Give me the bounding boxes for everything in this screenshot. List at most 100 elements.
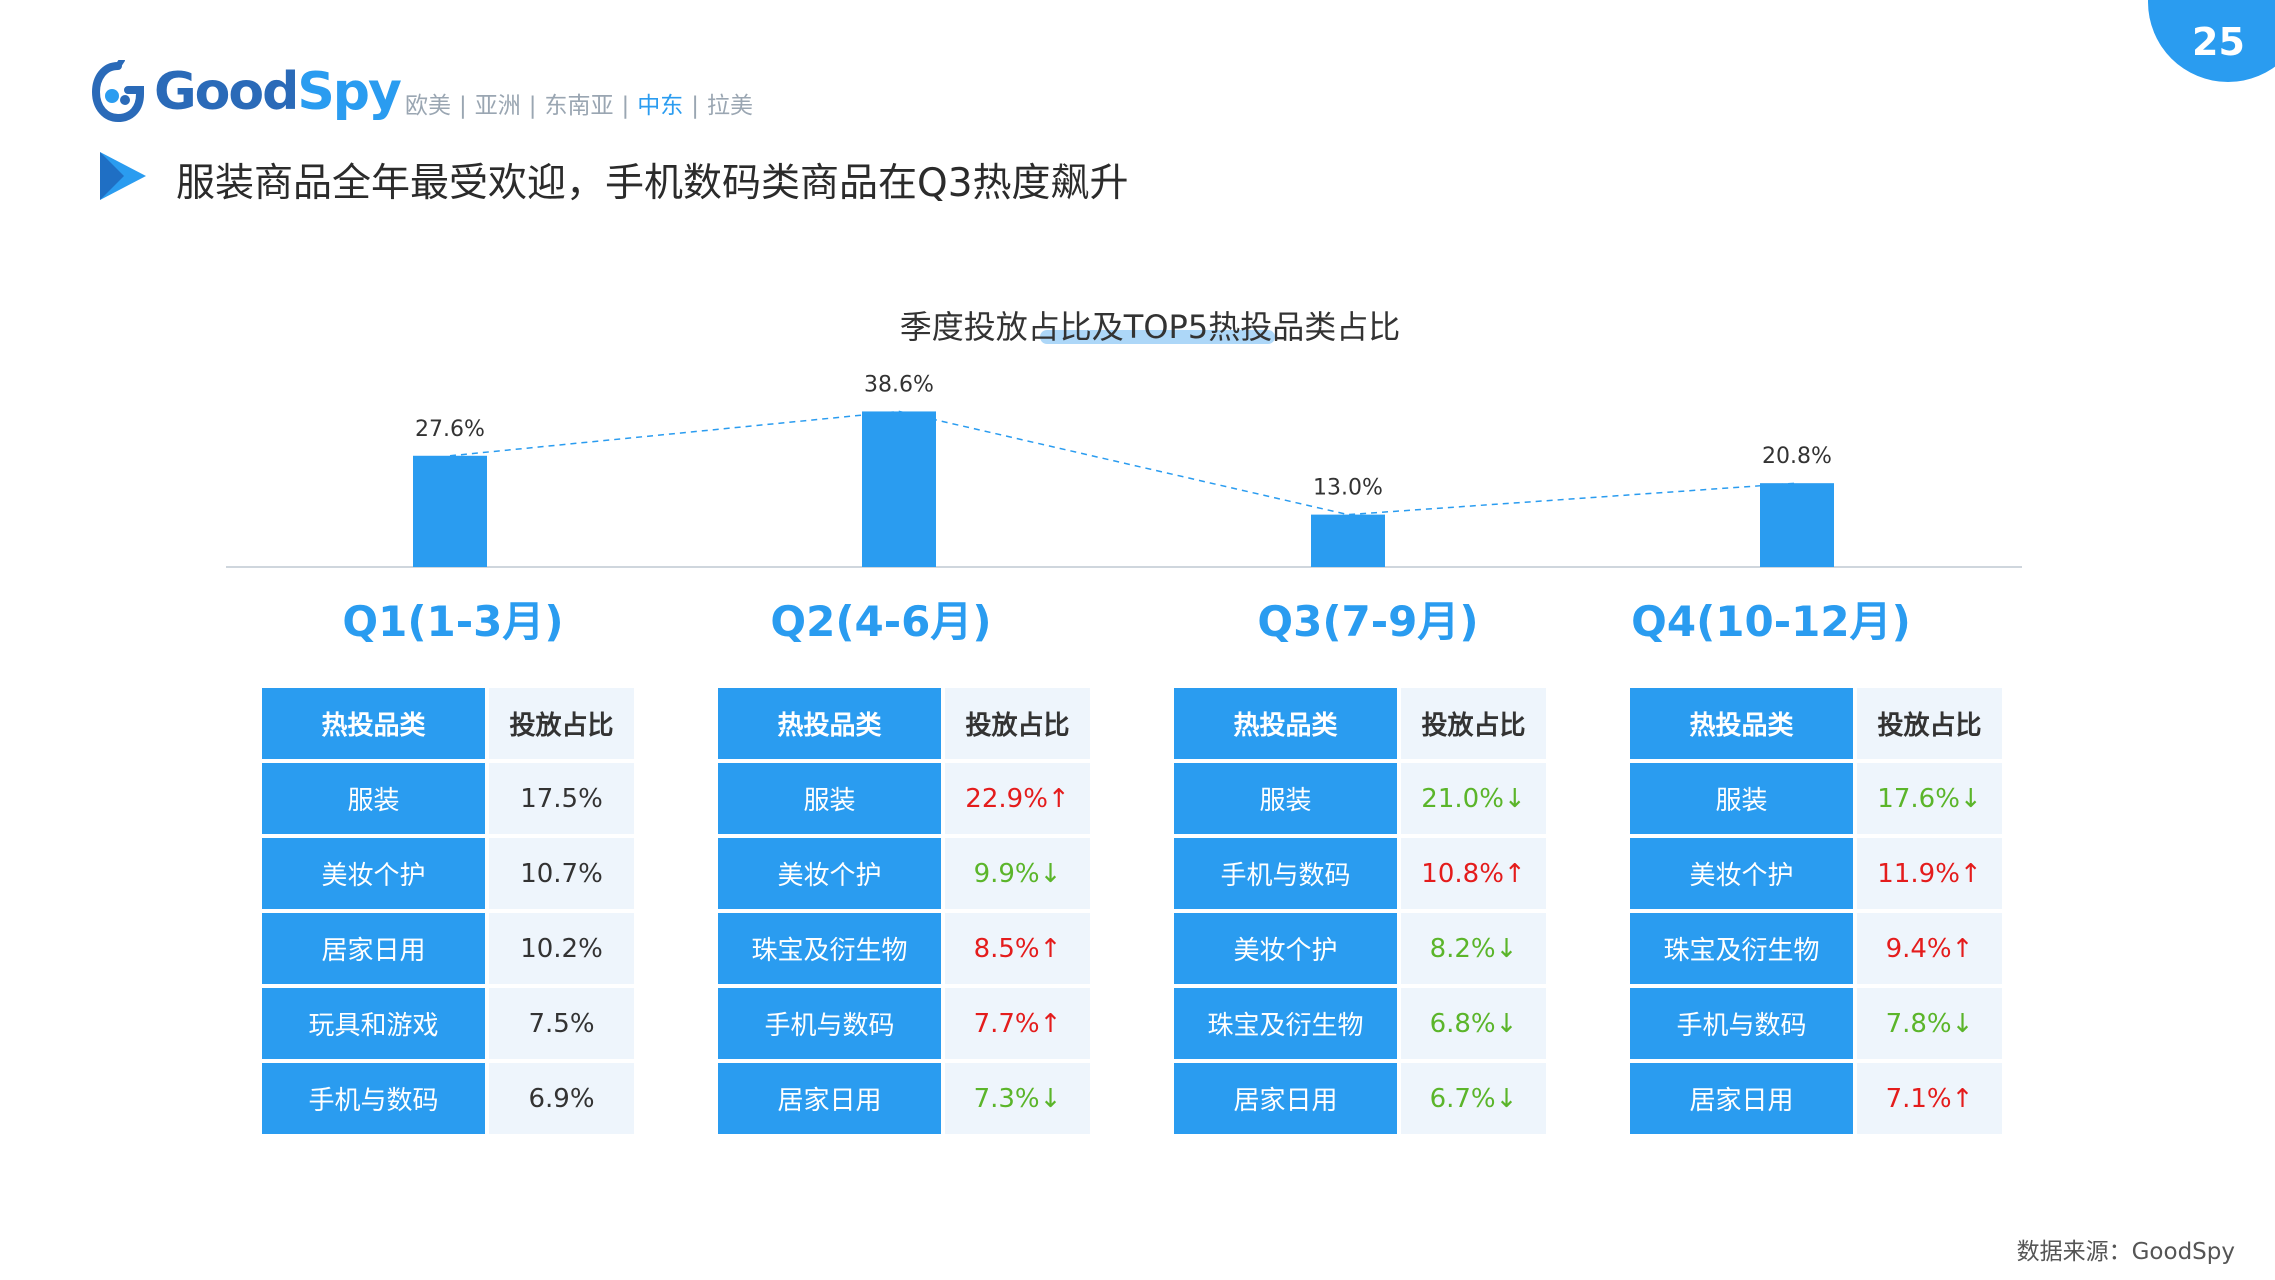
table-row: 服装 17.5% [262,763,634,834]
region-nav: 欧美 | 亚洲 | 东南亚 | 中东 | 拉美 [405,86,753,120]
region-item[interactable]: 欧美 [405,93,451,119]
category-cell: 居家日用 [718,1063,941,1134]
category-cell: 居家日用 [1630,1063,1853,1134]
logo-good: Good [154,62,299,122]
title-highlight [1040,330,1275,344]
share-cell: 7.3%↓ [941,1063,1090,1134]
table-row: 居家日用 7.1%↑ [1630,1063,2002,1134]
bar-value-label: 13.0% [1313,476,1383,501]
category-cell: 服装 [1174,763,1397,834]
header-category: 热投品类 [718,688,941,759]
share-cell: 9.4%↑ [1853,913,2002,984]
category-cell: 珠宝及衍生物 [1630,913,1853,984]
bar-value-label: 38.6% [864,372,934,397]
region-separator: | [459,93,467,119]
region-item[interactable]: 东南亚 [544,93,614,119]
table-row: 居家日用 6.7%↓ [1174,1063,1546,1134]
header-share: 投放占比 [941,688,1090,759]
table-row: 美妆个护 9.9%↓ [718,838,1090,909]
category-cell: 服装 [718,763,941,834]
share-cell: 6.9% [485,1063,634,1134]
play-arrow-icon [100,152,146,200]
region-separator: | [691,93,699,119]
share-cell: 10.2% [485,913,634,984]
region-item-active[interactable]: 中东 [637,93,684,119]
share-cell: 8.2%↓ [1397,913,1546,984]
share-cell: 7.8%↓ [1853,988,2002,1059]
bar-1 [413,455,487,567]
table-row: 玩具和游戏 7.5% [262,988,634,1059]
logo-spy: Spy [297,62,402,122]
quarter-label: Q3(7-9月) [1257,597,1479,646]
share-cell: 17.6%↓ [1853,763,2002,834]
category-cell: 手机与数码 [718,988,941,1059]
bar-2 [862,411,936,567]
share-cell: 7.1%↑ [1853,1063,2002,1134]
category-table-q4: 热投品类 投放占比 服装 17.6%↓ 美妆个护 11.9%↑ 珠宝及衍生物 9.4%↑ 手机与… [1630,684,2002,1138]
quarterly-bar-chart: 27.6% 38.6% 13.0% 20.8% [226,372,2022,568]
data-source: 数据来源：GoodSpy [2016,1239,2235,1265]
share-cell: 9.9%↓ [941,838,1090,909]
table-header-row: 热投品类 投放占比 [1630,688,2002,759]
table-header-row: 热投品类 投放占比 [1174,688,1546,759]
table-row: 美妆个护 11.9%↑ [1630,838,2002,909]
category-table-q1: 热投品类 投放占比 服装 17.5% 美妆个护 10.7% 居家日用 10.2% 玩具和游戏 7.… [262,684,634,1138]
table-row: 美妆个护 8.2%↓ [1174,913,1546,984]
quarter-label: Q4(10-12月) [1631,597,1911,646]
share-cell: 6.8%↓ [1397,988,1546,1059]
category-table-q3: 热投品类 投放占比 服装 21.0%↓ 手机与数码 10.8%↑ 美妆个护 8.2%↓ 珠宝及衍… [1174,684,1546,1138]
bar-4 [1760,483,1834,567]
category-table-q2: 热投品类 投放占比 服装 22.9%↑ 美妆个护 9.9%↓ 珠宝及衍生物 8.5%↑ 手机与数… [718,684,1090,1138]
category-cell: 手机与数码 [1174,838,1397,909]
share-cell: 10.7% [485,838,634,909]
share-cell: 22.9%↑ [941,763,1090,834]
table-row: 居家日用 10.2% [262,913,634,984]
header-category: 热投品类 [262,688,485,759]
header-category: 热投品类 [1174,688,1397,759]
goodspy-logo: GoodSpy [92,60,402,124]
share-cell: 6.7%↓ [1397,1063,1546,1134]
bar-3 [1311,514,1385,567]
quarter-label: Q2(4-6月) [770,597,992,646]
category-cell: 美妆个护 [262,838,485,909]
category-cell: 珠宝及衍生物 [1174,988,1397,1059]
header-share: 投放占比 [485,688,634,759]
table-header-row: 热投品类 投放占比 [718,688,1090,759]
table-row: 珠宝及衍生物 8.5%↑ [718,913,1090,984]
table-row: 珠宝及衍生物 6.8%↓ [1174,988,1546,1059]
page-title: 服装商品全年最受欢迎，手机数码类商品在Q3热度飙升 [176,161,1129,206]
category-cell: 珠宝及衍生物 [718,913,941,984]
table-row: 手机与数码 7.8%↓ [1630,988,2002,1059]
category-cell: 手机与数码 [262,1063,485,1134]
table-row: 美妆个护 10.7% [262,838,634,909]
category-cell: 美妆个护 [718,838,941,909]
category-cell: 玩具和游戏 [262,988,485,1059]
page-number: 25 [2192,20,2245,64]
category-cell: 手机与数码 [1630,988,1853,1059]
bar-value-label: 27.6% [415,417,485,442]
share-cell: 7.5% [485,988,634,1059]
table-header-row: 热投品类 投放占比 [262,688,634,759]
header-share: 投放占比 [1853,688,2002,759]
category-cell: 美妆个护 [1630,838,1853,909]
category-cell: 美妆个护 [1174,913,1397,984]
table-row: 手机与数码 10.8%↑ [1174,838,1546,909]
region-item[interactable]: 拉美 [707,93,753,119]
category-cell: 服装 [262,763,485,834]
share-cell: 11.9%↑ [1853,838,2002,909]
share-cell: 21.0%↓ [1397,763,1546,834]
goodspy-logo-icon [92,60,144,123]
region-separator: | [621,93,630,119]
share-cell: 17.5% [485,763,634,834]
share-cell: 10.8%↑ [1397,838,1546,909]
table-row: 珠宝及衍生物 9.4%↑ [1630,913,2002,984]
region-item[interactable]: 亚洲 [474,93,521,119]
chart-title: 季度投放占比及TOP5热投品类占比 [899,308,1401,346]
table-row: 手机与数码 7.7%↑ [718,988,1090,1059]
category-cell: 居家日用 [262,913,485,984]
header-category: 热投品类 [1630,688,1853,759]
category-cell: 服装 [1630,763,1853,834]
region-separator: | [528,93,537,119]
category-cell: 居家日用 [1174,1063,1397,1134]
trend-line [449,410,1798,516]
